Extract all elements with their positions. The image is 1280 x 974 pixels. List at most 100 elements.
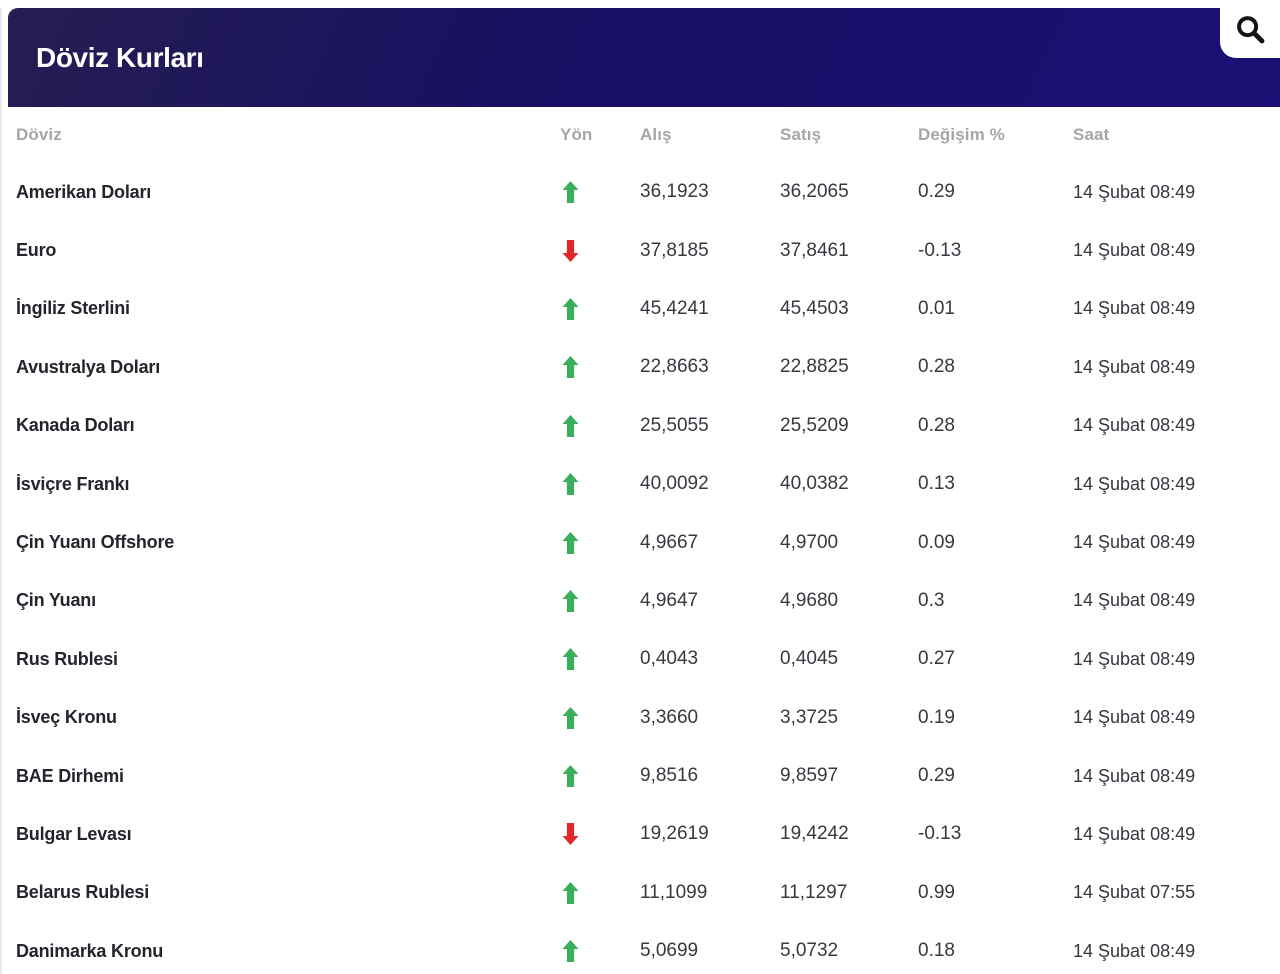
currency-name[interactable]: Euro (16, 240, 57, 261)
buy-value: 5,0699 (640, 940, 699, 962)
currency-name[interactable]: Çin Yuanı (16, 590, 96, 611)
sell-value: 11,1297 (780, 881, 848, 903)
table-row[interactable]: Avustralya Doları 22,8663 22,8825 0.28 1… (0, 338, 1280, 396)
change-value: 0.28 (918, 414, 955, 436)
table-row[interactable]: Bulgar Levası 19,2619 19,4242 -0.13 14 Ş… (0, 805, 1280, 863)
direction-arrow-icon (562, 648, 579, 671)
time-value: 14 Şubat 08:49 (1073, 765, 1196, 786)
column-header-doviz: Döviz (16, 125, 62, 144)
table-row[interactable]: İsviçre Frankı 40,0092 40,0382 0.13 14 Ş… (0, 455, 1280, 513)
table-row[interactable]: Kanada Doları 25,5055 25,5209 0.28 14 Şu… (0, 397, 1280, 455)
change-value: 0.09 (918, 531, 955, 553)
table-row[interactable]: Danimarka Kronu 5,0699 5,0732 0.18 14 Şu… (0, 922, 1280, 974)
change-value: 0.18 (918, 940, 955, 962)
time-value: 14 Şubat 08:49 (1073, 298, 1196, 319)
buy-value: 37,8185 (640, 239, 709, 261)
direction-arrow-icon (562, 531, 579, 554)
table-row[interactable]: Rus Rublesi 0,4043 0,4045 0.27 14 Şubat … (0, 630, 1280, 688)
sell-value: 3,3725 (780, 706, 839, 728)
search-button[interactable] (1220, 0, 1280, 58)
time-value: 14 Şubat 08:49 (1073, 590, 1196, 611)
time-value: 14 Şubat 08:49 (1073, 356, 1196, 377)
time-value: 14 Şubat 08:49 (1073, 415, 1196, 436)
sell-value: 4,9700 (780, 531, 839, 553)
buy-value: 19,2619 (640, 823, 709, 845)
buy-value: 4,9647 (640, 589, 699, 611)
change-value: 0.99 (918, 881, 955, 903)
column-header-satis: Satış (780, 125, 822, 144)
buy-value: 4,9667 (640, 531, 699, 553)
direction-cell (560, 823, 640, 846)
direction-cell (560, 706, 640, 729)
direction-cell (560, 765, 640, 788)
page-title: Döviz Kurları (36, 41, 204, 73)
direction-arrow-icon (562, 414, 579, 437)
direction-cell (560, 589, 640, 612)
direction-arrow-icon (562, 473, 579, 496)
change-value: -0.13 (918, 239, 962, 261)
buy-value: 0,4043 (640, 648, 699, 670)
column-header-alis: Alış (640, 125, 672, 144)
buy-value: 40,0092 (640, 473, 709, 495)
sell-value: 4,9680 (780, 589, 839, 611)
table-header-row: Döviz Yön Alış Satış Değişim % Saat (0, 107, 1280, 163)
time-value: 14 Şubat 08:49 (1073, 532, 1196, 553)
buy-value: 22,8663 (640, 356, 709, 378)
direction-arrow-icon (562, 239, 579, 262)
table-row[interactable]: Euro 37,8185 37,8461 -0.13 14 Şubat 08:4… (0, 221, 1280, 279)
currency-name[interactable]: Avustralya Doları (16, 356, 160, 377)
change-value: 0.28 (918, 356, 955, 378)
page-left-edge (0, 8, 2, 974)
currency-name[interactable]: İsviçre Frankı (16, 473, 130, 494)
currency-name[interactable]: İsveç Kronu (16, 707, 117, 728)
sell-value: 36,2065 (780, 181, 849, 203)
direction-cell (560, 940, 640, 963)
currency-name[interactable]: Kanada Doları (16, 415, 135, 436)
direction-arrow-icon (562, 297, 579, 320)
direction-cell (560, 473, 640, 496)
currency-name[interactable]: Belarus Rublesi (16, 882, 150, 903)
direction-cell (560, 881, 640, 904)
table-row[interactable]: Çin Yuanı 4,9647 4,9680 0.3 14 Şubat 08:… (0, 572, 1280, 630)
change-value: 0.19 (918, 706, 955, 728)
table-row[interactable]: İngiliz Sterlini 45,4241 45,4503 0.01 14… (0, 280, 1280, 338)
table-row[interactable]: İsveç Kronu 3,3660 3,3725 0.19 14 Şubat … (0, 689, 1280, 747)
direction-arrow-icon (562, 706, 579, 729)
currency-name[interactable]: Danimarka Kronu (16, 940, 164, 961)
sell-value: 9,8597 (780, 765, 839, 787)
buy-value: 9,8516 (640, 765, 699, 787)
buy-value: 36,1923 (640, 181, 709, 203)
currency-name[interactable]: Bulgar Levası (16, 823, 132, 844)
change-value: 0.29 (918, 765, 955, 787)
change-value: 0.29 (918, 181, 955, 203)
direction-cell (560, 181, 640, 204)
time-value: 14 Şubat 08:49 (1073, 473, 1196, 494)
time-value: 14 Şubat 08:49 (1073, 707, 1196, 728)
table-row[interactable]: Çin Yuanı Offshore 4,9667 4,9700 0.09 14… (0, 513, 1280, 571)
search-icon (1237, 16, 1265, 44)
table-row[interactable]: Amerikan Doları 36,1923 36,2065 0.29 14 … (0, 163, 1280, 221)
buy-value: 11,1099 (640, 881, 708, 903)
time-value: 14 Şubat 08:49 (1073, 181, 1196, 202)
table-body: Amerikan Doları 36,1923 36,2065 0.29 14 … (0, 163, 1280, 974)
buy-value: 25,5055 (640, 414, 709, 436)
sell-value: 37,8461 (780, 239, 849, 261)
table-row[interactable]: Belarus Rublesi 11,1099 11,1297 0.99 14 … (0, 864, 1280, 922)
currency-name[interactable]: Rus Rublesi (16, 648, 118, 669)
table-row[interactable]: BAE Dirhemi 9,8516 9,8597 0.29 14 Şubat … (0, 747, 1280, 805)
direction-arrow-icon (562, 881, 579, 904)
column-header-saat: Saat (1073, 125, 1110, 144)
currency-name[interactable]: Amerikan Doları (16, 181, 152, 202)
direction-arrow-icon (562, 356, 579, 379)
sell-value: 5,0732 (780, 940, 839, 962)
change-value: 0.13 (918, 473, 955, 495)
currency-name[interactable]: Çin Yuanı Offshore (16, 532, 175, 553)
buy-value: 45,4241 (640, 297, 709, 319)
page-header: Döviz Kurları (8, 8, 1280, 107)
sell-value: 22,8825 (780, 356, 849, 378)
time-value: 14 Şubat 08:49 (1073, 240, 1196, 261)
direction-arrow-icon (562, 765, 579, 788)
currency-name[interactable]: İngiliz Sterlini (16, 298, 130, 319)
currency-name[interactable]: BAE Dirhemi (16, 765, 124, 786)
direction-cell (560, 239, 640, 262)
